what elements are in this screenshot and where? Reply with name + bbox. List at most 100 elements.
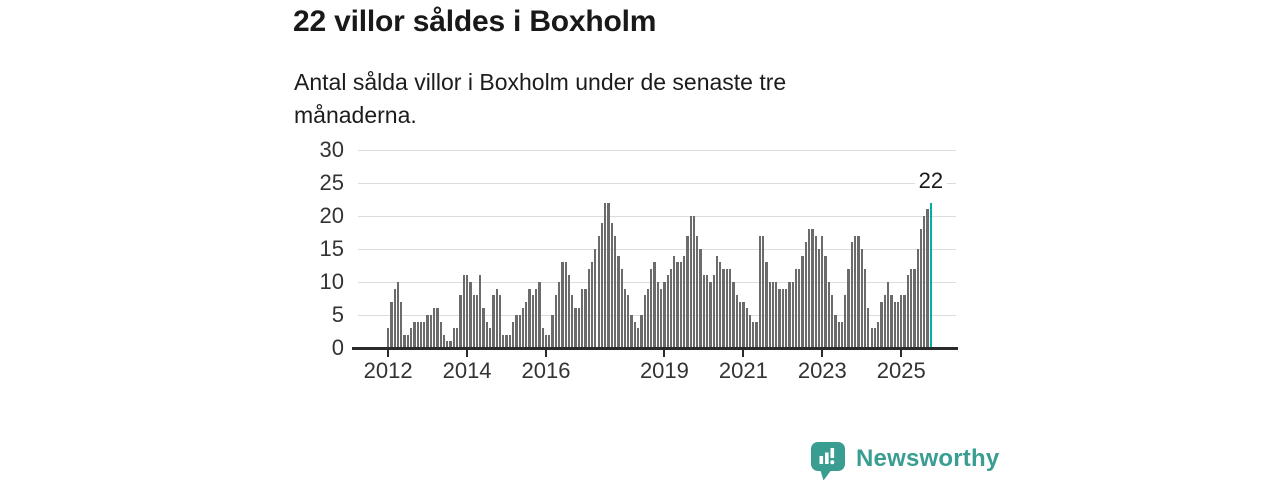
bar xyxy=(883,295,886,348)
bar xyxy=(926,209,929,348)
newsworthy-logo-text: Newsworthy xyxy=(856,445,1000,472)
x-axis-tick xyxy=(387,349,390,357)
bar xyxy=(742,301,745,348)
bar xyxy=(594,249,597,348)
bar xyxy=(886,282,890,348)
bar xyxy=(778,288,781,348)
newsworthy-logo-icon xyxy=(811,442,845,480)
bar xyxy=(854,235,857,348)
bar xyxy=(821,235,824,348)
bar xyxy=(413,321,416,348)
bar xyxy=(683,255,686,348)
bar xyxy=(725,268,729,348)
y-gridline xyxy=(358,249,956,250)
bar xyxy=(709,282,712,348)
bar xyxy=(840,321,844,348)
bar xyxy=(551,315,554,348)
bar xyxy=(462,275,465,348)
bar xyxy=(831,295,834,348)
bar xyxy=(719,262,722,348)
bar xyxy=(630,315,633,348)
bar xyxy=(393,288,396,348)
bar xyxy=(676,262,679,348)
bar xyxy=(699,249,702,348)
bar xyxy=(673,255,676,348)
bar xyxy=(729,268,732,348)
bar xyxy=(923,216,926,348)
bar xyxy=(627,295,630,348)
x-axis-label: 2025 xyxy=(876,358,926,383)
bar xyxy=(590,262,594,348)
bar xyxy=(433,308,436,348)
x-axis-tick xyxy=(742,349,745,357)
bar xyxy=(837,321,840,348)
bar xyxy=(913,268,916,348)
bar xyxy=(696,235,699,348)
bar xyxy=(824,255,827,348)
bar xyxy=(666,275,669,348)
bar xyxy=(679,262,683,348)
bar xyxy=(498,295,502,348)
bar xyxy=(558,282,561,348)
bar xyxy=(554,295,558,348)
bar xyxy=(768,282,771,348)
bar xyxy=(702,275,706,348)
bar xyxy=(479,275,482,348)
bar xyxy=(544,334,548,348)
bar xyxy=(488,328,492,348)
bar xyxy=(646,288,650,348)
bar xyxy=(600,222,604,348)
bar xyxy=(633,321,636,348)
bar xyxy=(650,268,653,348)
bar xyxy=(541,328,544,348)
x-axis-tick xyxy=(466,349,469,357)
bar xyxy=(387,328,390,348)
x-axis-line xyxy=(352,347,958,350)
y-axis-label: 30 xyxy=(319,137,344,162)
bar xyxy=(798,268,801,348)
newsworthy-logo[interactable]: Newsworthy xyxy=(810,441,999,480)
chart-subtitle: Antal sålda villor i Boxholm under de se… xyxy=(294,69,787,128)
bar xyxy=(528,288,531,348)
bar xyxy=(610,222,613,348)
bar xyxy=(890,295,893,348)
bar xyxy=(896,301,900,348)
bar xyxy=(738,301,742,348)
bar xyxy=(745,308,748,348)
bar xyxy=(574,308,577,348)
bar xyxy=(814,235,817,348)
bar xyxy=(390,301,393,348)
y-axis-label: 25 xyxy=(319,170,344,195)
bar xyxy=(919,229,923,348)
bar xyxy=(613,235,617,348)
bar xyxy=(834,315,837,348)
x-axis-tick xyxy=(900,349,903,357)
bar xyxy=(791,282,794,348)
bar xyxy=(669,268,673,348)
bar xyxy=(643,295,646,348)
y-axis-label: 0 xyxy=(331,335,344,360)
highlighted-bar xyxy=(929,202,932,348)
bar xyxy=(623,288,627,348)
y-axis-label: 5 xyxy=(331,302,344,327)
y-axis-label: 20 xyxy=(319,203,344,228)
bar xyxy=(857,235,860,348)
bar xyxy=(531,295,534,348)
bar xyxy=(465,275,469,348)
bar xyxy=(873,328,877,348)
bar xyxy=(686,235,689,348)
x-axis-tick xyxy=(545,349,548,357)
bar xyxy=(607,202,610,348)
bar xyxy=(495,288,498,348)
bar xyxy=(442,334,446,348)
bar xyxy=(765,262,768,348)
bar xyxy=(863,268,867,348)
bar xyxy=(735,295,738,348)
bar xyxy=(893,301,896,348)
bar xyxy=(867,308,870,348)
bar xyxy=(660,288,663,348)
bar xyxy=(426,315,429,348)
bar xyxy=(827,282,831,348)
bar xyxy=(436,308,439,348)
